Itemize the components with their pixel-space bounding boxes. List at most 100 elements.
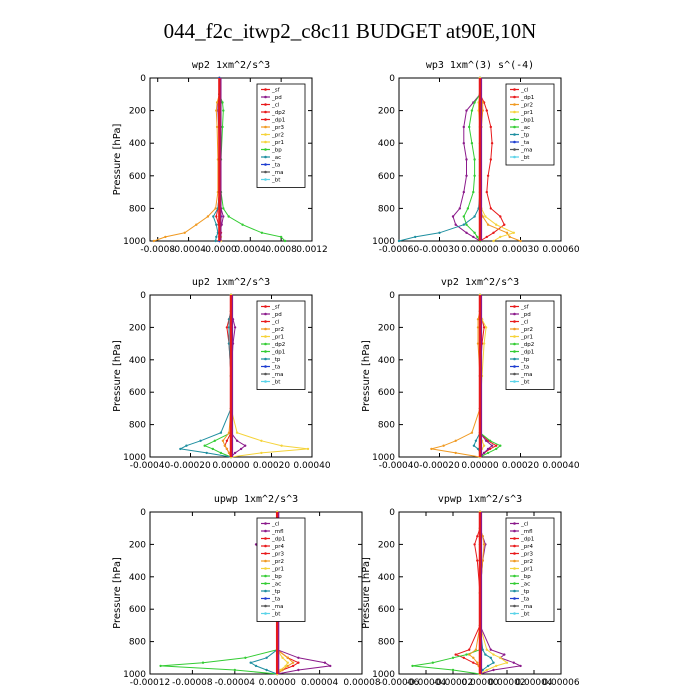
panel-title: up2 1xm^2/s^3 (192, 277, 270, 288)
data-point (512, 231, 515, 234)
legend-label: _bp (520, 574, 531, 580)
data-point (465, 231, 468, 234)
y-tick-label: 0 (389, 291, 395, 301)
legend-label: _dp1 (271, 350, 285, 356)
y-tick-label: 0 (389, 74, 395, 84)
legend-label: _ta (520, 140, 529, 146)
y-tick-label: 1000 (372, 237, 395, 247)
y-tick-label: 400 (378, 139, 395, 149)
legend-marker (513, 335, 516, 338)
legend-marker (264, 125, 267, 129)
data-point (473, 101, 476, 104)
x-tick-label: 0.00008 (343, 678, 380, 688)
data-point (486, 451, 490, 455)
data-point (221, 125, 224, 129)
data-point (470, 109, 474, 112)
y-tick-label: 400 (378, 356, 395, 366)
x-tick-label: -0.00002 (433, 678, 473, 688)
data-point (206, 215, 210, 218)
data-point (476, 326, 480, 329)
data-point (219, 431, 223, 434)
data-point (462, 223, 465, 226)
data-point (211, 447, 214, 451)
data-point (476, 342, 480, 345)
data-point (476, 559, 479, 562)
data-point (476, 447, 480, 451)
legend-marker (264, 604, 267, 608)
data-point (492, 653, 495, 656)
legend-label: _mfl (520, 529, 533, 535)
legend: _sf_pd _cl_pr2 _pr1_dp2 _dp1_tp _ta_ma _bt (505, 300, 555, 390)
data-point (414, 235, 417, 239)
data-point (451, 656, 455, 659)
data-point (472, 444, 476, 447)
legend: _cl_dp1 _pr2_pr1 _bp1_ac _tp_ta _ma_bt (505, 83, 555, 166)
legend-marker (513, 342, 516, 346)
y-tick-label: 400 (129, 139, 146, 149)
legend-marker (264, 612, 267, 615)
legend-label: _dp1 (520, 537, 534, 543)
data-point (492, 668, 495, 672)
data-point (225, 326, 229, 329)
data-point (233, 326, 237, 329)
legend-marker (264, 582, 267, 585)
legend-label: _bp (271, 574, 282, 580)
data-point (286, 664, 289, 668)
legend-marker (513, 327, 516, 331)
legend-marker (264, 567, 267, 570)
data-point (486, 447, 490, 451)
legend-label: _pr2 (271, 327, 284, 333)
figure-title: 044_f2c_itwp2_c8c11 BUDGET at90E,10N (164, 19, 537, 43)
data-point (214, 207, 217, 210)
data-point (219, 451, 223, 455)
legend-label: _cl (520, 522, 529, 528)
x-tick-label: -0.00004 (406, 678, 447, 688)
data-point (489, 656, 492, 659)
data-point (495, 223, 498, 226)
legend-label: _dp1 (520, 350, 534, 356)
data-point (227, 342, 231, 345)
y-tick-label: 600 (378, 172, 395, 182)
data-point (286, 656, 289, 659)
legend-marker (513, 582, 516, 585)
legend-label: _sf (520, 305, 530, 311)
legend-marker (513, 357, 516, 361)
x-tick-label: -0.00004 (215, 678, 256, 688)
data-point (519, 239, 522, 243)
data-point (235, 439, 239, 442)
data-point (462, 125, 465, 129)
legend-label: _ta (520, 597, 529, 603)
data-point (472, 661, 475, 664)
y-tick-label: 800 (378, 421, 395, 431)
data-point (468, 648, 471, 651)
data-point (462, 190, 465, 194)
y-tick-label: 1000 (123, 453, 146, 463)
legend-box (256, 83, 306, 188)
legend-label: _bt (271, 612, 281, 618)
data-point (454, 439, 457, 442)
legend-marker (264, 380, 267, 383)
data-point (215, 215, 218, 218)
legend: _sf_pd _cl_dp2 _dp1_pr3 _pr2_pr1 _bp_ac _ta_m… (256, 83, 306, 188)
legend-label: _pr2 (271, 133, 284, 139)
data-point (490, 444, 494, 447)
legend-label: _pr2 (520, 327, 533, 333)
y-tick-label: 0 (140, 291, 146, 301)
legend-label: _tp (271, 589, 281, 595)
x-tick-label: 0.00040 (542, 461, 579, 471)
data-point (473, 215, 476, 218)
data-point (185, 444, 188, 447)
data-point (470, 431, 474, 434)
x-tick-label: 0.00000 (461, 678, 498, 688)
y-tick-label: 600 (378, 388, 395, 398)
y-tick-label: 400 (378, 573, 395, 583)
legend-marker (264, 597, 267, 600)
legend-marker (513, 574, 516, 578)
x-tick-label: 0.00004 (515, 678, 552, 688)
data-point (279, 668, 282, 672)
y-tick-label: 600 (129, 605, 146, 615)
data-point (152, 239, 156, 243)
data-point (473, 174, 476, 177)
data-point (486, 664, 490, 668)
legend-marker (513, 350, 516, 353)
